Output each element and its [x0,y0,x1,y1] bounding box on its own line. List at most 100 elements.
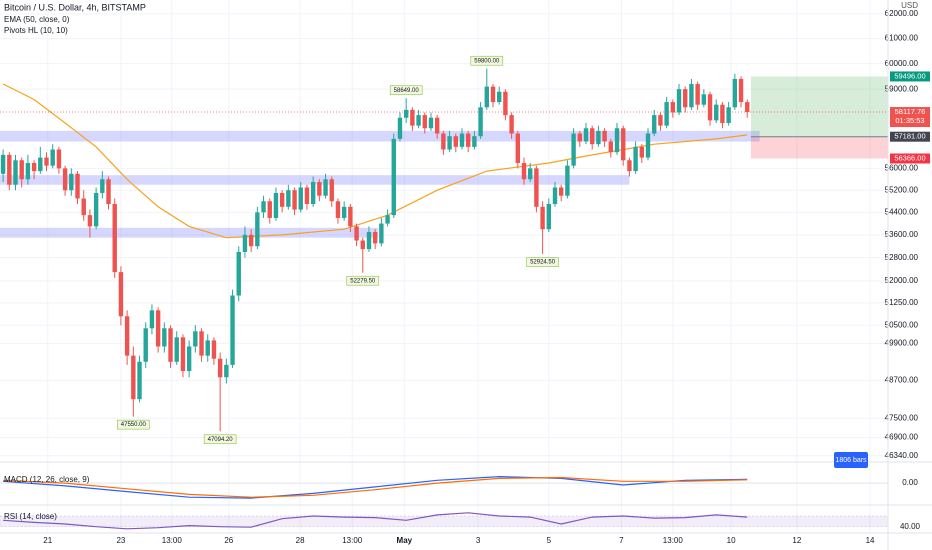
x-tick-label: 23 [116,536,125,545]
macd-line [3,475,748,499]
ema-line [2,83,748,239]
candle-body [286,190,291,207]
price-label-box [890,131,930,142]
candle-body [627,160,632,172]
candle-body [267,201,272,218]
candle-body [459,133,465,147]
candle-body [13,160,18,185]
candle-body [732,78,738,108]
y-tick-label: 54400.00 [885,207,919,216]
candle-body [50,149,55,166]
candle-body [664,102,669,126]
pivot-label: 59800.00 [474,58,500,64]
candle-body [546,204,551,230]
candle-body [131,355,136,400]
candle-body [118,272,124,317]
candle-body [447,136,452,150]
x-tick-label: 21 [43,536,52,545]
price-label: 58117.76 [895,107,926,116]
candle-body [652,115,657,134]
bars-button[interactable] [834,452,868,468]
candle-body [608,141,614,153]
macd-legend: MACD (12, 26, close, 9) [4,475,90,484]
candle-body [552,187,558,205]
candle-body [391,138,396,216]
candle-body [19,160,24,180]
candle-body [503,91,508,116]
price-label: 56366.00 [894,153,925,162]
y-tick-label: 51250.00 [885,298,919,307]
candle-body [75,173,80,199]
candle-body [273,192,279,218]
candle-body [81,198,86,216]
y-tick-label: 56000.00 [885,163,919,172]
candle-body [186,346,192,372]
pivot-label-box [117,419,150,430]
candle-body [124,316,130,356]
candle-body [559,187,564,196]
candle-body [335,201,341,218]
candle-body [701,94,707,105]
candle-body [137,361,142,400]
candle-body [583,128,589,142]
countdown: 01:35:53 [895,116,924,125]
bars-button-label[interactable]: 1806 bars [835,457,867,464]
candle-body [298,187,303,210]
candle-body [571,133,576,166]
plot [0,68,888,530]
candle-body [527,168,533,180]
candle-body [211,340,217,359]
candle-body [521,162,527,180]
profit-zone [750,76,888,137]
candle-body [162,328,167,347]
candle-body [93,192,99,227]
candle-body [279,192,285,207]
currency-label: USD [901,1,918,10]
candle-body [441,133,446,150]
y-tick-label: 52800.00 [885,253,919,262]
candle-body [590,128,595,145]
y-tick-label: 48700.00 [885,375,919,384]
candle-body [31,162,37,172]
pivot-label: 52279.50 [350,278,376,284]
y-tick-label: 62000.00 [885,9,919,18]
candle-body [174,337,179,362]
x-tick-label: 12 [792,536,801,545]
candle-body [224,364,229,378]
candle-body [87,215,93,227]
candle-body [25,162,31,180]
pivot-label: 47550.00 [121,422,147,428]
candle-body [676,89,682,113]
candle-body [0,154,6,174]
candle-body [38,157,43,172]
candle-body [149,310,155,329]
candle-body [720,104,725,123]
x-tick-label: 10 [727,536,736,545]
rsi-line [3,512,748,530]
pivot-label-box [203,434,237,445]
candle-body [155,310,161,347]
candle-body [465,133,471,147]
pivot-label-box [526,257,559,267]
candle-body [199,331,204,356]
candle-body [310,181,316,205]
candle-body [100,179,105,193]
support-zone [0,130,760,142]
candle-body [496,91,502,103]
support-zone [0,175,630,185]
candle-body [410,109,415,126]
candle-body [416,115,421,126]
candle-body [515,133,520,163]
candle-body [403,109,409,118]
candle-body [658,115,663,126]
indicator-legend: Pivots HL (10, 10) [4,26,68,35]
candle-body [248,234,254,247]
candle-body [695,84,700,105]
price-label-box [890,153,930,164]
y-tick-label: 49900.00 [885,339,919,348]
candle-body [707,94,713,121]
y-tick-label: 50500.00 [885,320,919,329]
indicator-legend: EMA (50, close, 0) [4,15,70,24]
rsi-legend: RSI (14, close) [4,512,57,521]
support-zone [0,227,379,238]
